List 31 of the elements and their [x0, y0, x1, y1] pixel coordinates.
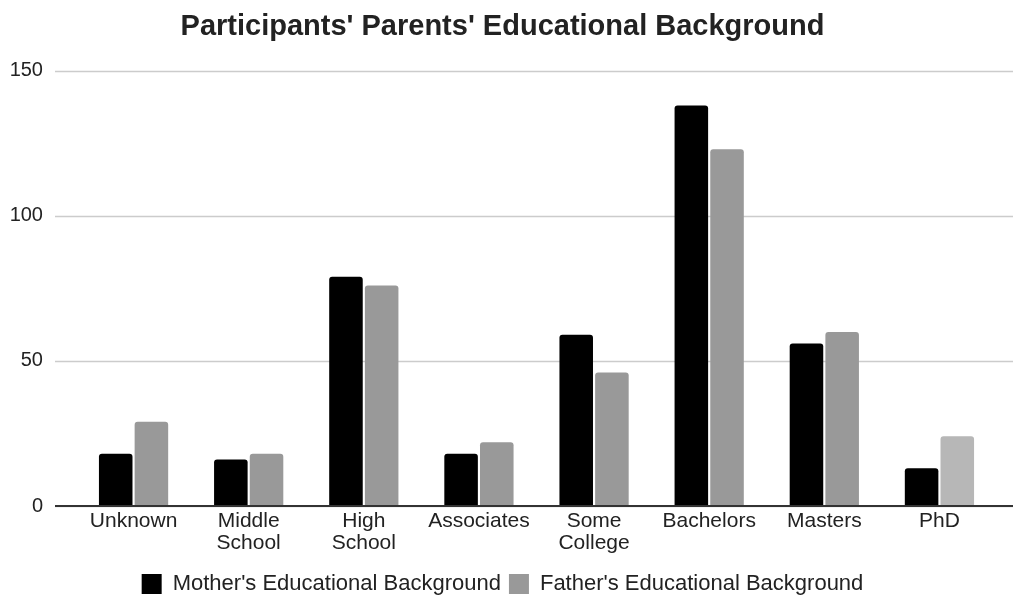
bar [364, 285, 399, 506]
x-tick-label: PhD [919, 507, 960, 531]
bar [789, 343, 824, 506]
bar [249, 453, 284, 506]
bar [559, 334, 593, 506]
bar [134, 421, 169, 506]
bar [904, 468, 939, 506]
x-tick-label: High School [331, 507, 396, 553]
bar [214, 459, 248, 506]
legend-label: Mother's Educational Background [172, 570, 501, 596]
y-tick-label: 50 [20, 348, 43, 371]
x-tick-label: Some College [558, 507, 630, 553]
bar [825, 331, 859, 506]
x-tick-label: Unknown [89, 507, 178, 531]
y-tick-label: 100 [9, 203, 43, 226]
chart-title: Participants' Parents' Educational Background [180, 9, 825, 42]
x-tick-label: Associates [428, 507, 530, 531]
bar [674, 105, 709, 506]
y-tick-label: 150 [9, 58, 43, 81]
bar [710, 149, 744, 506]
x-tick-label: Masters [786, 507, 862, 531]
bar [480, 442, 514, 506]
y-tick-label: 0 [31, 493, 43, 516]
bar [940, 436, 975, 506]
bar [98, 453, 133, 506]
x-tick-label: Middle School [216, 507, 281, 553]
bar [595, 372, 629, 506]
legend-label: Father's Educational Background [539, 570, 864, 596]
bar [444, 453, 478, 506]
x-tick-label: Bachelors [662, 507, 756, 531]
bar [329, 276, 363, 506]
